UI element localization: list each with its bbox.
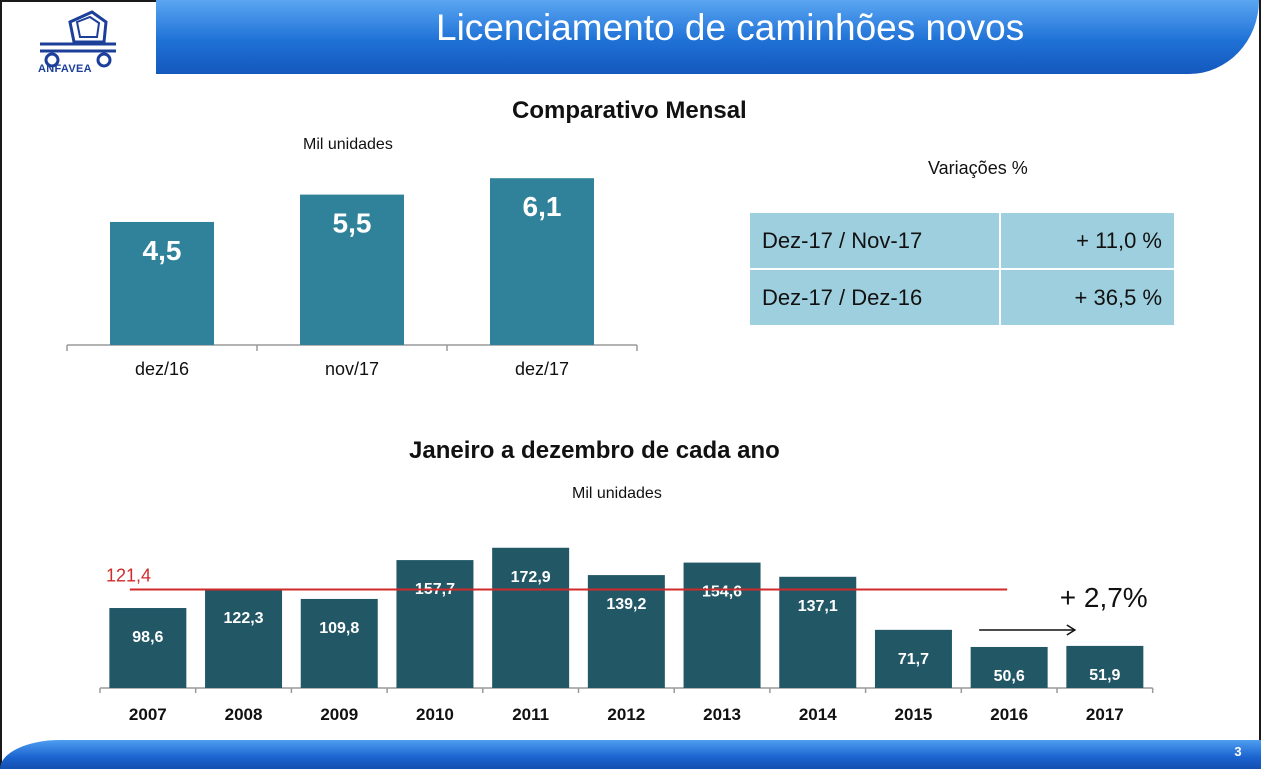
monthly-chart-title: Comparativo Mensal: [512, 97, 747, 124]
arrow-head-icon: [1066, 624, 1077, 636]
logo-text: ANFAVEA: [38, 63, 92, 75]
variation-label: Dez-17 / Nov-17: [748, 211, 1001, 270]
bar: [490, 178, 594, 345]
data-label: 71,7: [898, 651, 929, 668]
x-tick-label: dez/17: [515, 359, 569, 379]
x-tick-label: 2009: [320, 705, 358, 724]
monthly-unit-label: Mil unidades: [303, 136, 393, 153]
variation-value: + 36,5 %: [999, 268, 1176, 327]
x-tick-label: 2014: [799, 705, 837, 724]
table-row: Dez-17 / Dez-16 + 36,5 %: [748, 268, 1176, 327]
bar: [874, 629, 952, 688]
x-tick-label: 2008: [225, 705, 263, 724]
footer-band: [0, 740, 1261, 769]
x-tick-label: dez/16: [135, 359, 189, 379]
variations-table: Dez-17 / Nov-17 + 11,0 % Dez-17 / Dez-16…: [748, 211, 1176, 327]
bar: [300, 194, 404, 345]
bar: [1066, 645, 1144, 688]
annual-unit-label: Mil unidades: [572, 485, 662, 502]
variation-value: + 11,0 %: [999, 211, 1176, 270]
header-band: [156, 0, 1259, 74]
variation-label: Dez-17 / Dez-16: [748, 268, 1001, 327]
reference-line-label: 121,4: [106, 566, 151, 586]
bar: [396, 560, 474, 688]
change-annotation: + 2,7%: [1060, 582, 1148, 613]
bar: [970, 646, 1048, 688]
bar: [683, 562, 761, 688]
table-row: Dez-17 / Nov-17 + 11,0 %: [748, 211, 1176, 270]
data-label: 137,1: [798, 598, 838, 615]
bar: [587, 575, 665, 688]
truck-logo-icon: [40, 10, 116, 68]
data-label: 4,5: [143, 235, 182, 266]
x-tick-label: 2011: [512, 705, 549, 724]
variations-title: Variações %: [928, 158, 1028, 178]
bar: [300, 598, 378, 688]
page-title: Licenciamento de caminhões novos: [436, 7, 1025, 48]
data-label: 6,1: [523, 191, 562, 222]
bar: [109, 608, 187, 688]
data-label: 154,6: [702, 584, 742, 601]
x-tick-label: nov/17: [325, 359, 379, 379]
monthly-bar-chart: 4,5 dez/16 5,5 nov/17 6,1 dez/17: [66, 178, 638, 379]
bar: [205, 588, 283, 688]
x-tick-label: 2007: [129, 705, 167, 724]
bar: [492, 547, 570, 688]
annual-bar-chart: 98,62007122,32008109,82009157,72010172,9…: [99, 547, 1154, 724]
data-label: 98,6: [132, 629, 163, 646]
data-label: 122,3: [224, 610, 264, 627]
data-label: 5,5: [333, 208, 372, 239]
bar: [779, 576, 857, 688]
x-tick-label: 2013: [703, 705, 741, 724]
x-tick-label: 2012: [607, 705, 645, 724]
data-label: 51,9: [1089, 667, 1120, 684]
x-tick-label: 2017: [1086, 705, 1124, 724]
data-label: 172,9: [511, 569, 551, 586]
x-tick-label: 2010: [416, 705, 454, 724]
data-label: 50,6: [994, 668, 1025, 685]
data-label: 109,8: [319, 620, 359, 637]
bar: [110, 221, 214, 345]
x-tick-label: 2015: [895, 705, 933, 724]
annual-chart-title: Janeiro a dezembro de cada ano: [409, 437, 780, 464]
data-label: 139,2: [606, 596, 646, 613]
page-number: 3: [1234, 744, 1242, 759]
x-tick-label: 2016: [990, 705, 1028, 724]
